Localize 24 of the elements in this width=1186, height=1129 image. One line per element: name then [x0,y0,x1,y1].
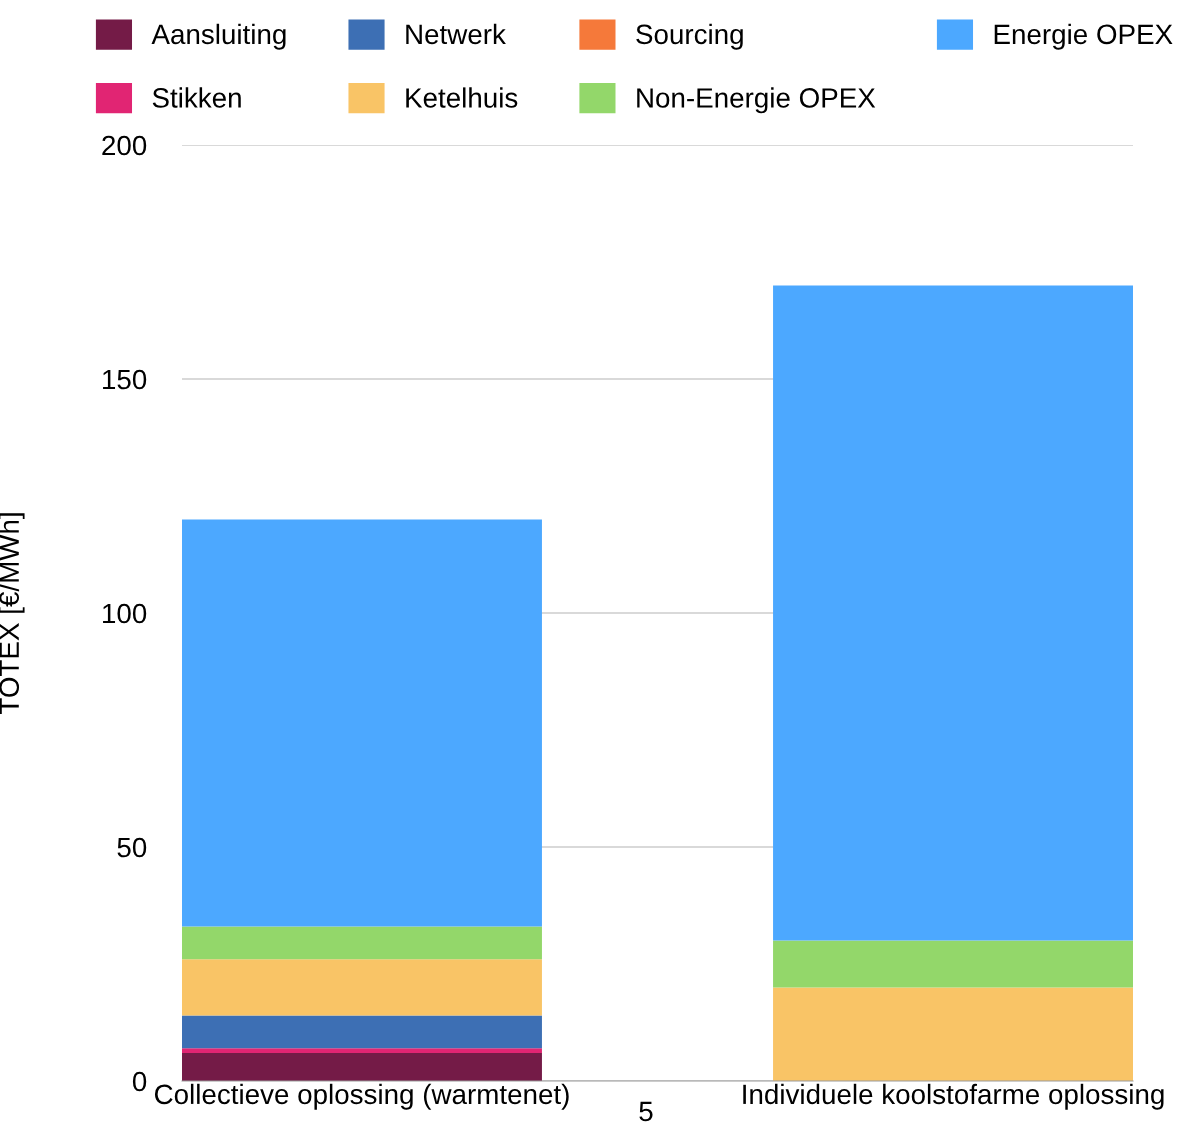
legend-label: Aansluiting [151,23,286,50]
bar [182,519,542,927]
x-tick-label: Collectieve oplossing (warmtenet) [154,1083,569,1110]
y-tick-label: 200 [102,135,147,156]
bar [182,1048,542,1053]
bar [182,926,542,960]
bar [773,940,1133,988]
legend-label: Non-Energie OPEX [637,87,876,114]
bar [182,1015,542,1049]
legend-label: Sourcing [636,23,743,50]
y-tick-label: 150 [103,369,147,390]
bar [182,1052,542,1081]
bar [773,285,1133,941]
text: 5 [639,1101,653,1122]
legend-label: Ketelhuis [406,87,518,108]
y-tick-label: 0 [132,1071,147,1092]
bar [182,959,542,1016]
legend-label: Stikken [152,87,241,108]
y-tick-label: 100 [103,603,147,624]
x-tick-label: Individuele koolstofarme oplossing [743,1083,1164,1110]
y-tick-label: 50 [117,837,147,858]
bar [773,987,1133,1081]
legend-label: Energie OPEX [994,23,1173,50]
legend-label: Netwerk [406,23,506,45]
